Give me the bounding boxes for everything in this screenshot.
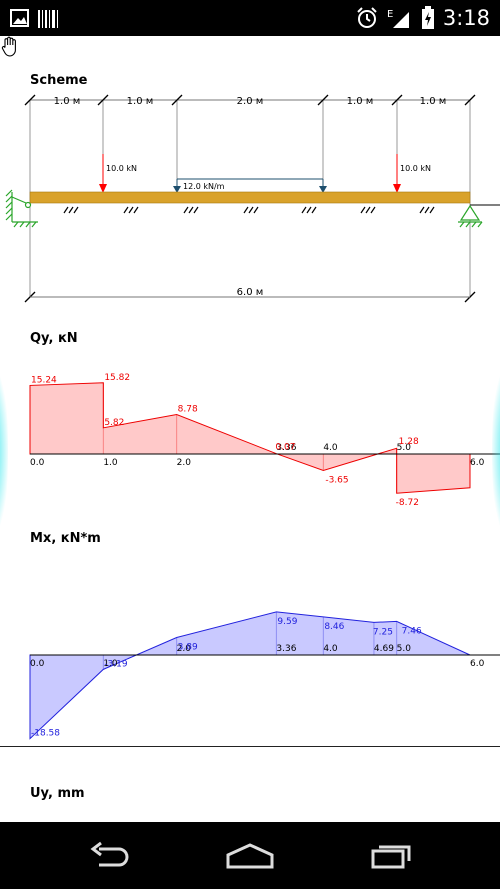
mx-value-label: -3.19 [104,659,128,669]
barcode-icon [38,10,58,28]
span-label: 1.0 м [127,96,154,107]
qy-tick-labels: 0.0 1.0 2.0 3.36 4.0 5.0 6.0 [30,443,485,468]
qy-value-label: -3.65 [325,475,348,485]
mx-area [29,611,471,740]
fixed-support [5,189,38,228]
qy-title: Qy, кN [30,331,78,346]
distributed-load-label: 12.0 kN/m [183,182,225,191]
qy-value-label: -8.72 [396,498,419,508]
point-load-arrow [99,154,107,193]
signal-icon: E [387,9,409,28]
mx-tick-label: 2.0 [177,644,192,654]
mx-title: Mx, кN*m [30,531,101,546]
point-load-label: 10.0 kN [106,164,137,173]
span-label: 1.0 м [54,96,81,107]
results-canvas: 1.0 м 1.0 м 2.0 м 1.0 м 1.0 м 6.0 м 10.0… [5,94,500,740]
status-notification-icons [10,8,70,34]
mx-tick-label: 0.0 [30,659,45,669]
foundation-hatches [63,206,435,214]
status-time: 3:18 [442,6,490,30]
mx-tick-label: 4.69 [374,644,394,654]
results-scroll-view[interactable]: Scheme Qy, кN Mx, кN*m Uy, mm [0,36,500,822]
home-button[interactable] [220,836,280,876]
mx-value-label: 7.25 [373,627,393,637]
qy-tick-label: 5.0 [397,443,412,453]
overscroll-glow-right [492,361,500,541]
section-divider [0,746,500,747]
pin-support [458,204,483,228]
mx-tick-label: 4.0 [323,644,338,654]
mx-chart: 0.0 1.0 2.0 3.36 4.0 4.69 5.0 6.0 -18.58 -3.19 3.… [29,611,500,740]
qy-verticals [102,382,398,494]
recent-apps-button[interactable] [360,836,420,876]
battery-charging-icon [421,6,434,29]
network-type-label: E [387,9,393,20]
qy-value-label: 15.24 [31,375,57,385]
status-bar: E 3:18 [0,0,500,36]
mx-verticals [102,611,398,670]
mx-value-label: 9.59 [277,617,297,627]
hand-pan-icon[interactable] [0,36,20,58]
distributed-load [173,178,327,193]
image-icon [10,9,29,27]
qy-value-label: 1.28 [399,437,419,447]
scheme-title: Scheme [30,73,88,88]
back-icon [90,841,129,867]
mx-value-labels: -18.58 -3.19 3.89 9.59 8.46 7.25 7.46 [31,617,422,739]
recent-apps-icon [371,845,411,869]
span-label: 1.0 м [420,96,447,107]
mx-tick-label: 3.36 [276,644,296,654]
qy-value-label: 5.82 [104,418,124,428]
navigation-bar [0,822,500,889]
qy-tick-label: 1.0 [103,458,118,468]
beam [29,191,471,204]
total-length-label: 6.0 м [237,287,264,298]
mx-tick-label: 5.0 [397,644,412,654]
span-label: 2.0 м [237,96,264,107]
mx-tick-label: 6.0 [470,659,485,669]
home-icon [226,843,274,869]
back-button[interactable] [80,836,140,876]
qy-value-labels: 15.24 15.82 5.82 8.78 0.07 -3.65 1.28 -8.72 [31,373,419,508]
point-load-label: 10.0 kN [400,164,431,173]
qy-tick-label: 3.36 [276,443,296,453]
alarm-icon [357,7,377,28]
qy-area [29,382,471,494]
mx-value-label: -18.58 [31,729,60,739]
mx-tick-labels: 0.0 1.0 2.0 3.36 4.0 4.69 5.0 6.0 [30,644,485,669]
qy-chart: 0.0 1.0 2.0 3.36 4.0 5.0 6.0 15.24 15.82 5.82 8.7… [29,373,500,508]
mx-value-label: 7.46 [402,626,422,636]
qy-tick-label: 2.0 [177,458,192,468]
qy-tick-label: 4.0 [323,443,338,453]
mx-value-label: 8.46 [324,622,344,632]
qy-tick-label: 0.0 [30,458,45,468]
qy-value-label: 8.78 [178,404,198,414]
qy-tick-label: 6.0 [470,458,485,468]
status-system-icons: E 3:18 [355,4,490,32]
point-load-arrow [393,154,401,193]
beam-scheme: 1.0 м 1.0 м 2.0 м 1.0 м 1.0 м 6.0 м 10.0… [5,94,500,303]
span-label: 1.0 м [347,96,374,107]
overscroll-glow-left [0,361,8,541]
qy-value-label: 15.82 [104,373,130,383]
mx-value-label: 3.89 [178,642,198,652]
uy-title: Uy, mm [30,786,85,801]
mx-tick-label: 1.0 [103,659,118,669]
qy-value-label: 0.07 [275,443,295,453]
